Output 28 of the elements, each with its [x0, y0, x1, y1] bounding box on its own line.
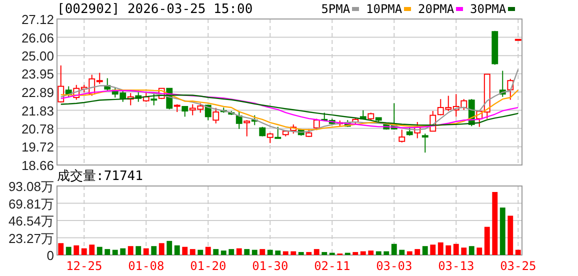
y-tick-label: 46.54万	[8, 214, 54, 228]
y-tick-label: 25.00	[21, 48, 54, 64]
x-tick-label: 03-25	[500, 259, 536, 273]
y-tick-label: 20.78	[21, 121, 54, 136]
x-tick-label: 01-30	[252, 259, 288, 273]
legend-label: 30PMA	[470, 2, 507, 16]
y-tick-label: 18.66	[21, 158, 54, 173]
y-tick-label: 27.12	[21, 12, 54, 27]
y-tick-label: 22.89	[21, 85, 54, 100]
x-tick-label: 01-08	[128, 259, 164, 273]
y-tick-label: 0	[46, 248, 54, 263]
y-tick-label: 21.83	[21, 103, 54, 118]
y-tick-label: 19.72	[21, 140, 54, 155]
y-tick-label: 23.95	[21, 66, 54, 82]
x-tick-label: 03-03	[376, 259, 412, 273]
y-tick-label: 93.08万	[8, 179, 54, 194]
y-tick-label: 69.81万	[8, 196, 54, 212]
x-tick-label: 02-11	[314, 259, 350, 273]
y-tick-label: 23.27万	[8, 230, 54, 246]
legend-label: 10PMA	[366, 2, 403, 16]
chart-title: 成交量:71741	[57, 168, 143, 184]
x-tick-label: 01-20	[190, 259, 226, 273]
legend-label: 20PMA	[418, 2, 455, 16]
x-tick-label: 12-25	[66, 259, 102, 273]
y-tick-label: 26.06	[21, 30, 54, 46]
chart-title: [002902] 2026-03-25 15:00	[57, 2, 253, 17]
legend-label: 5PMA	[321, 2, 351, 16]
x-tick-label: 03-13	[438, 259, 474, 273]
